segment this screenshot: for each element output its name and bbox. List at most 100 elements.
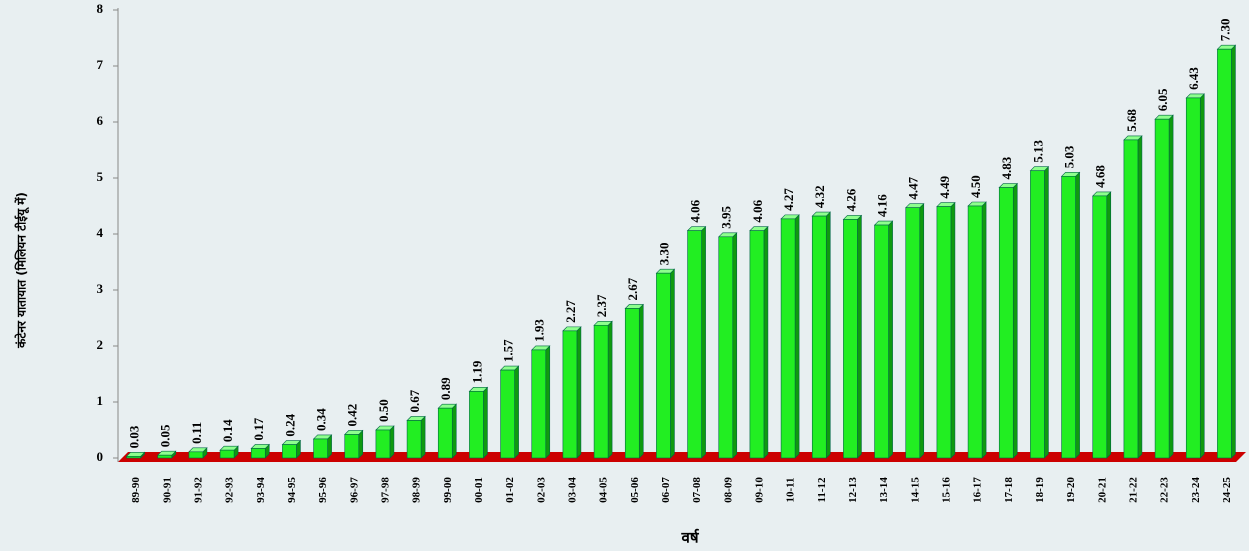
bar-front bbox=[1062, 176, 1076, 458]
value-label: 1.93 bbox=[532, 319, 547, 342]
x-tick-label: 22-23 bbox=[1159, 477, 1171, 503]
bar-side bbox=[1169, 115, 1173, 458]
value-label: 0.89 bbox=[438, 377, 453, 400]
bar-front bbox=[999, 188, 1013, 458]
chart: कंटेनर यातायात (मिलियन टीईयू में) वर्ष 0… bbox=[0, 0, 1249, 551]
bar-side bbox=[546, 346, 550, 458]
value-label: 4.06 bbox=[750, 199, 765, 222]
value-label: 5.13 bbox=[1030, 139, 1045, 162]
value-label: 0.34 bbox=[314, 408, 329, 431]
x-tick-label: 91-92 bbox=[192, 477, 204, 503]
bar bbox=[688, 227, 706, 458]
x-tick-label: 16-17 bbox=[972, 477, 984, 503]
bar-front bbox=[1217, 49, 1231, 458]
bar-front bbox=[968, 206, 982, 458]
value-label: 2.67 bbox=[625, 277, 640, 300]
x-tick-label: 00-01 bbox=[473, 477, 485, 503]
x-tick-label: 19-20 bbox=[1065, 477, 1077, 503]
bar bbox=[345, 430, 363, 458]
value-label: 2.37 bbox=[594, 294, 609, 317]
y-tick-label: 5 bbox=[97, 169, 104, 184]
bar-front bbox=[501, 370, 515, 458]
bar-front bbox=[438, 408, 452, 458]
x-tick-label: 97-98 bbox=[379, 477, 391, 503]
bar-front bbox=[1124, 140, 1138, 458]
x-tick-label: 94-95 bbox=[286, 477, 298, 503]
bar-side bbox=[1076, 172, 1080, 458]
bar-side bbox=[1138, 136, 1142, 458]
bar-side bbox=[421, 416, 425, 458]
value-label: 6.05 bbox=[1155, 88, 1170, 111]
bar bbox=[158, 451, 176, 458]
bar bbox=[1186, 94, 1204, 458]
bar bbox=[812, 212, 830, 458]
bar bbox=[1030, 167, 1048, 458]
value-label: 4.47 bbox=[906, 176, 921, 199]
bar-front bbox=[532, 350, 546, 458]
bar-side bbox=[390, 426, 394, 458]
bar-side bbox=[639, 304, 643, 458]
bar-side bbox=[733, 233, 737, 458]
bar-front bbox=[812, 216, 826, 458]
bar-side bbox=[577, 327, 581, 458]
x-tick-label: 23-24 bbox=[1190, 477, 1202, 503]
y-tick-label: 8 bbox=[97, 1, 104, 16]
value-label: 0.67 bbox=[407, 389, 422, 412]
y-tick-label: 2 bbox=[97, 337, 104, 352]
bar bbox=[999, 184, 1017, 458]
bar bbox=[1155, 115, 1173, 458]
bar-front bbox=[376, 430, 390, 458]
value-label: 0.17 bbox=[251, 417, 266, 440]
bar bbox=[563, 327, 581, 458]
value-label: 4.32 bbox=[812, 185, 827, 208]
bar-side bbox=[1013, 184, 1017, 458]
bar-side bbox=[982, 202, 986, 458]
x-tick-label: 09-10 bbox=[753, 477, 765, 503]
bar bbox=[282, 441, 300, 458]
bar bbox=[656, 269, 674, 458]
bar bbox=[407, 416, 425, 458]
y-tick-label: 1 bbox=[97, 393, 104, 408]
bar bbox=[1093, 192, 1111, 458]
x-tick-label: 14-15 bbox=[909, 477, 921, 503]
bar-front bbox=[345, 434, 359, 458]
bar-front bbox=[158, 455, 172, 458]
bar-side bbox=[1044, 167, 1048, 458]
value-label: 0.03 bbox=[127, 425, 142, 448]
x-tick-label: 01-02 bbox=[504, 477, 516, 503]
value-label: 4.26 bbox=[843, 188, 858, 211]
x-tick-label: 13-14 bbox=[878, 477, 890, 503]
bar bbox=[843, 215, 861, 458]
bar-side bbox=[359, 430, 363, 458]
bar-side bbox=[826, 212, 830, 458]
x-tick-label: 99-00 bbox=[442, 477, 454, 503]
x-tick-label: 98-99 bbox=[411, 477, 423, 503]
bar-front bbox=[625, 308, 639, 458]
bar bbox=[1062, 172, 1080, 458]
value-label: 4.83 bbox=[999, 156, 1014, 179]
bar bbox=[594, 321, 612, 458]
value-label: 5.03 bbox=[1062, 145, 1077, 168]
bar bbox=[1124, 136, 1142, 458]
bar-front bbox=[314, 439, 328, 458]
bar-side bbox=[608, 321, 612, 458]
bar bbox=[625, 304, 643, 458]
bar-front bbox=[282, 445, 296, 458]
bar-side bbox=[1231, 45, 1235, 458]
x-tick-label: 96-97 bbox=[348, 477, 360, 503]
bar bbox=[719, 233, 737, 458]
x-tick-label: 07-08 bbox=[691, 477, 703, 503]
x-tick-label: 08-09 bbox=[722, 477, 734, 503]
x-tick-label: 10-11 bbox=[785, 477, 797, 502]
bar-side bbox=[1107, 192, 1111, 458]
x-tick-label: 03-04 bbox=[566, 477, 578, 503]
bar bbox=[314, 435, 332, 458]
bar-side bbox=[857, 215, 861, 458]
bar-front bbox=[189, 452, 203, 458]
bar-front bbox=[1093, 196, 1107, 458]
value-label: 2.27 bbox=[563, 300, 578, 323]
value-label: 7.30 bbox=[1217, 18, 1232, 41]
x-tick-label: 95-96 bbox=[317, 477, 329, 503]
bar bbox=[1217, 45, 1235, 458]
bar-front bbox=[906, 208, 920, 458]
